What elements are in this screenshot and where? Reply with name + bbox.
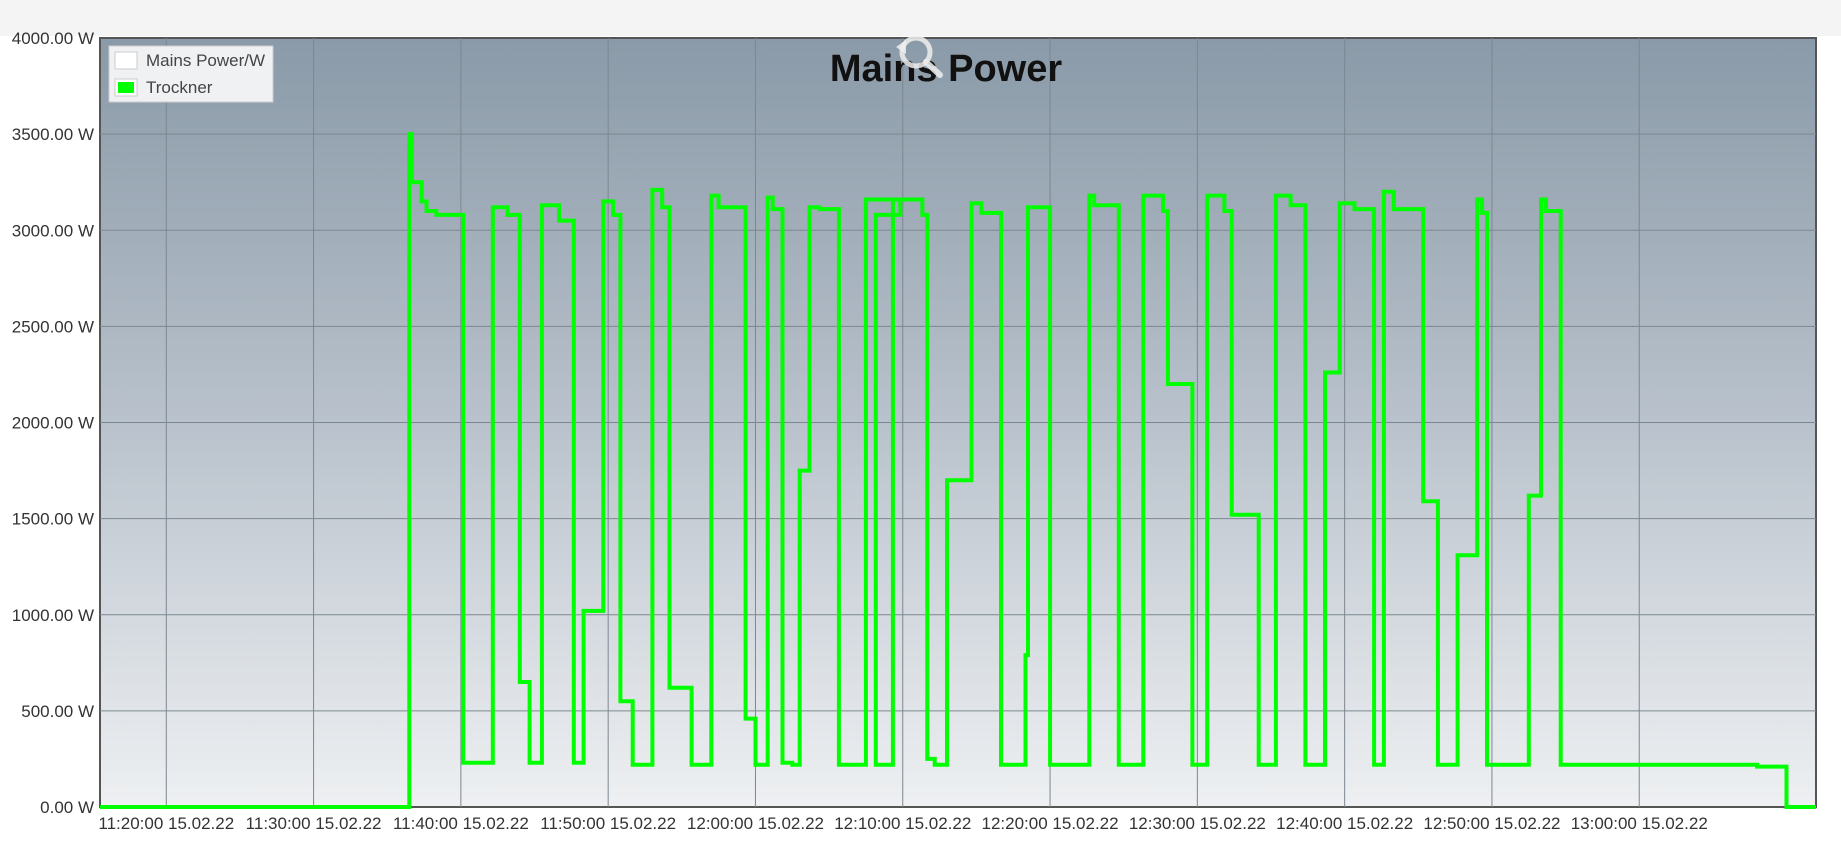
x-tick-label: 11:30:00 15.02.22	[246, 814, 382, 833]
y-tick-label: 3500.00 W	[12, 125, 94, 144]
y-tick-label: 2500.00 W	[12, 317, 94, 336]
x-tick-label: 12:50:00 15.02.22	[1423, 814, 1560, 833]
x-tick-label: 12:30:00 15.02.22	[1129, 814, 1266, 833]
x-tick-label: 12:00:00 15.02.22	[687, 814, 824, 833]
x-tick-label: 12:20:00 15.02.22	[982, 814, 1119, 833]
x-tick-label: 11:20:00 15.02.22	[98, 814, 234, 833]
x-tick-label: 12:40:00 15.02.22	[1276, 814, 1413, 833]
top-strip	[0, 0, 1841, 36]
legend-swatch-trockner	[118, 82, 134, 93]
x-tick-label: 12:10:00 15.02.22	[834, 814, 971, 833]
legend-label-mains-power: Mains Power/W	[146, 51, 265, 70]
y-tick-label: 1000.00 W	[12, 606, 94, 625]
y-tick-label: 0.00 W	[40, 798, 94, 817]
legend-label-trockner: Trockner	[146, 78, 213, 97]
legend-swatch-mains-power	[115, 52, 137, 69]
x-tick-label: 11:50:00 15.02.22	[540, 814, 676, 833]
legend-item-trockner[interactable]: Trockner	[115, 78, 213, 97]
y-tick-label: 500.00 W	[21, 702, 94, 721]
y-tick-label: 1500.00 W	[12, 510, 94, 529]
x-axis: 11:20:00 15.02.22 11:30:00 15.02.22 11:40:…	[98, 814, 1707, 833]
y-tick-label: 3000.00 W	[12, 221, 94, 240]
x-tick-label: 13:00:00 15.02.22	[1571, 814, 1708, 833]
y-tick-label: 2000.00 W	[12, 414, 94, 433]
x-tick-label: 11:40:00 15.02.22	[393, 814, 529, 833]
y-tick-label: 4000.00 W	[12, 29, 94, 48]
chart-title: Mains Power	[830, 48, 1062, 90]
y-axis: 0.00 W 500.00 W 1000.00 W 1500.00 W 2000.00 …	[12, 29, 94, 817]
legend: Mains Power/W Trockner	[109, 46, 273, 102]
